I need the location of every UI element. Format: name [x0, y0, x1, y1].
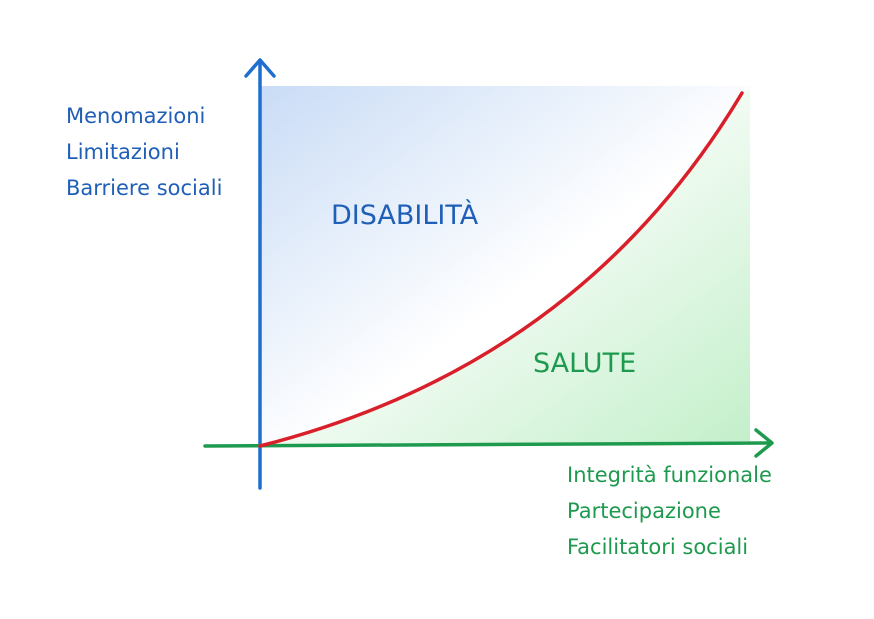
x-axis-label-facilitatori-sociali: Facilitatori sociali [567, 535, 749, 559]
y-axis-label-limitazioni: Limitazioni [66, 140, 180, 164]
x-axis-label-partecipazione: Partecipazione [567, 499, 721, 523]
health-region [260, 90, 750, 446]
disability-region [260, 86, 750, 446]
y-axis-label-barriere-sociali: Barriere sociali [66, 176, 223, 200]
y-axis-labels: Menomazioni Limitazioni Barriere sociali [66, 98, 222, 206]
x-axis-arrowhead [754, 428, 774, 458]
y-axis-arrowhead [244, 58, 276, 78]
boundary-curve [258, 91, 744, 448]
disability-region-label: DISABILITÀ [331, 200, 479, 231]
x-axis-line [203, 441, 772, 448]
health-region-label: SALUTE [533, 348, 637, 379]
x-axis-label-integrita-funzionale: Integrità funzionale [567, 463, 772, 487]
y-axis-label-menomazioni: Menomazioni [66, 104, 206, 128]
x-axis-labels: Integrità funzionale Partecipazione Faci… [567, 457, 772, 565]
